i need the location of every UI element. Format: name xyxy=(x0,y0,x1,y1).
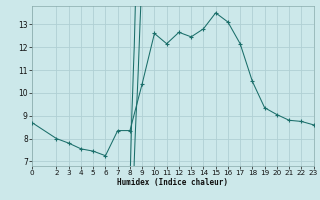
X-axis label: Humidex (Indice chaleur): Humidex (Indice chaleur) xyxy=(117,178,228,187)
